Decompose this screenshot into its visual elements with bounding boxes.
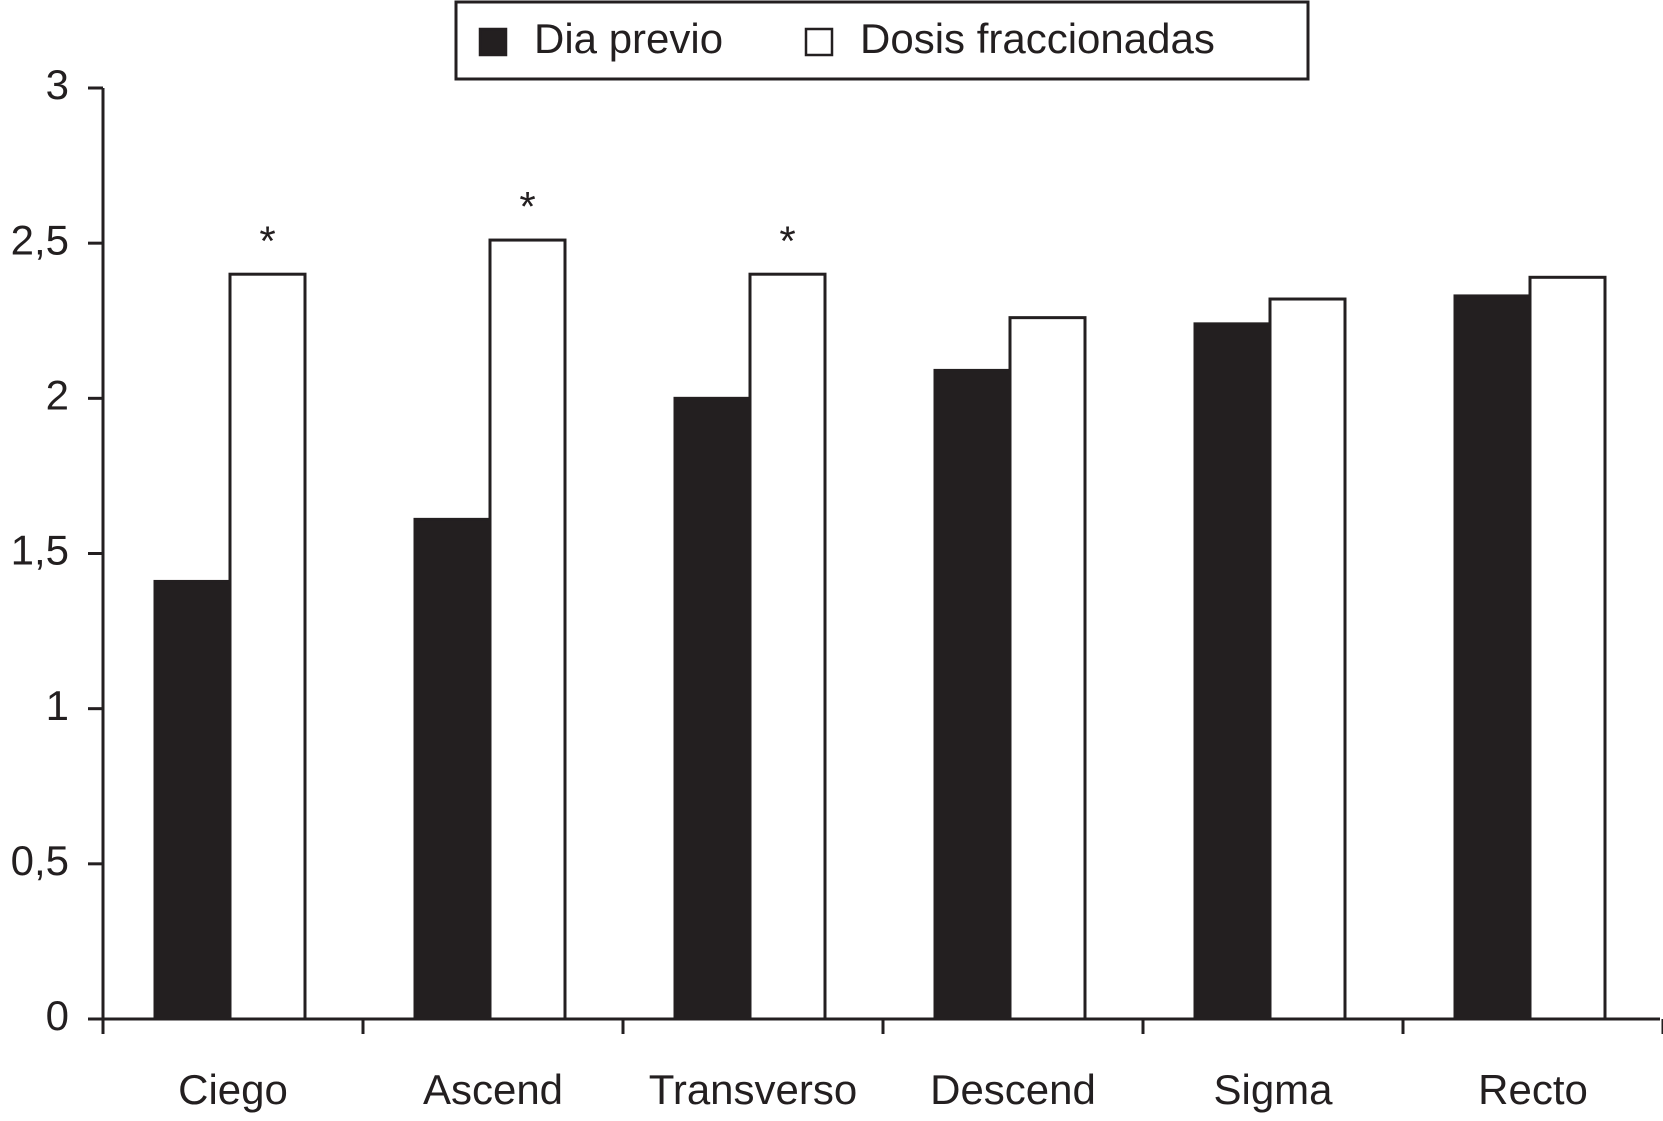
y-tick-label: 0 bbox=[46, 992, 69, 1039]
x-tick-label: Recto bbox=[1478, 1066, 1588, 1113]
annotation: * bbox=[519, 183, 535, 230]
y-tick-label: 1,5 bbox=[11, 527, 69, 574]
annotation: * bbox=[779, 217, 795, 264]
x-tick-label: Transverso bbox=[649, 1066, 858, 1113]
bar bbox=[1193, 322, 1272, 1021]
bar bbox=[228, 272, 307, 1021]
legend-label: Dosis fraccionadas bbox=[860, 15, 1215, 62]
bar bbox=[1268, 297, 1347, 1021]
x-tick-label: Descend bbox=[930, 1066, 1096, 1113]
bar bbox=[1453, 294, 1532, 1021]
annotation: * bbox=[259, 217, 275, 264]
bar bbox=[488, 238, 567, 1021]
legend-swatch bbox=[804, 27, 834, 57]
bar bbox=[673, 396, 752, 1021]
x-tick-label: Ciego bbox=[178, 1066, 288, 1113]
y-tick-label: 2 bbox=[46, 371, 69, 418]
legend-label: Dia previo bbox=[534, 15, 723, 62]
bar bbox=[748, 272, 827, 1021]
y-tick-label: 0,5 bbox=[11, 837, 69, 884]
y-tick-label: 1 bbox=[46, 682, 69, 729]
bar bbox=[1528, 275, 1607, 1021]
x-tick-label: Sigma bbox=[1213, 1066, 1333, 1113]
legend-swatch bbox=[478, 27, 508, 57]
y-tick-label: 3 bbox=[46, 61, 69, 108]
bar bbox=[933, 368, 1012, 1021]
bar bbox=[153, 579, 232, 1021]
bar bbox=[1008, 316, 1087, 1021]
y-tick-label: 2,5 bbox=[11, 216, 69, 263]
x-tick-label: Ascend bbox=[423, 1066, 563, 1113]
legend-box bbox=[454, 0, 1310, 81]
bar bbox=[413, 517, 492, 1021]
